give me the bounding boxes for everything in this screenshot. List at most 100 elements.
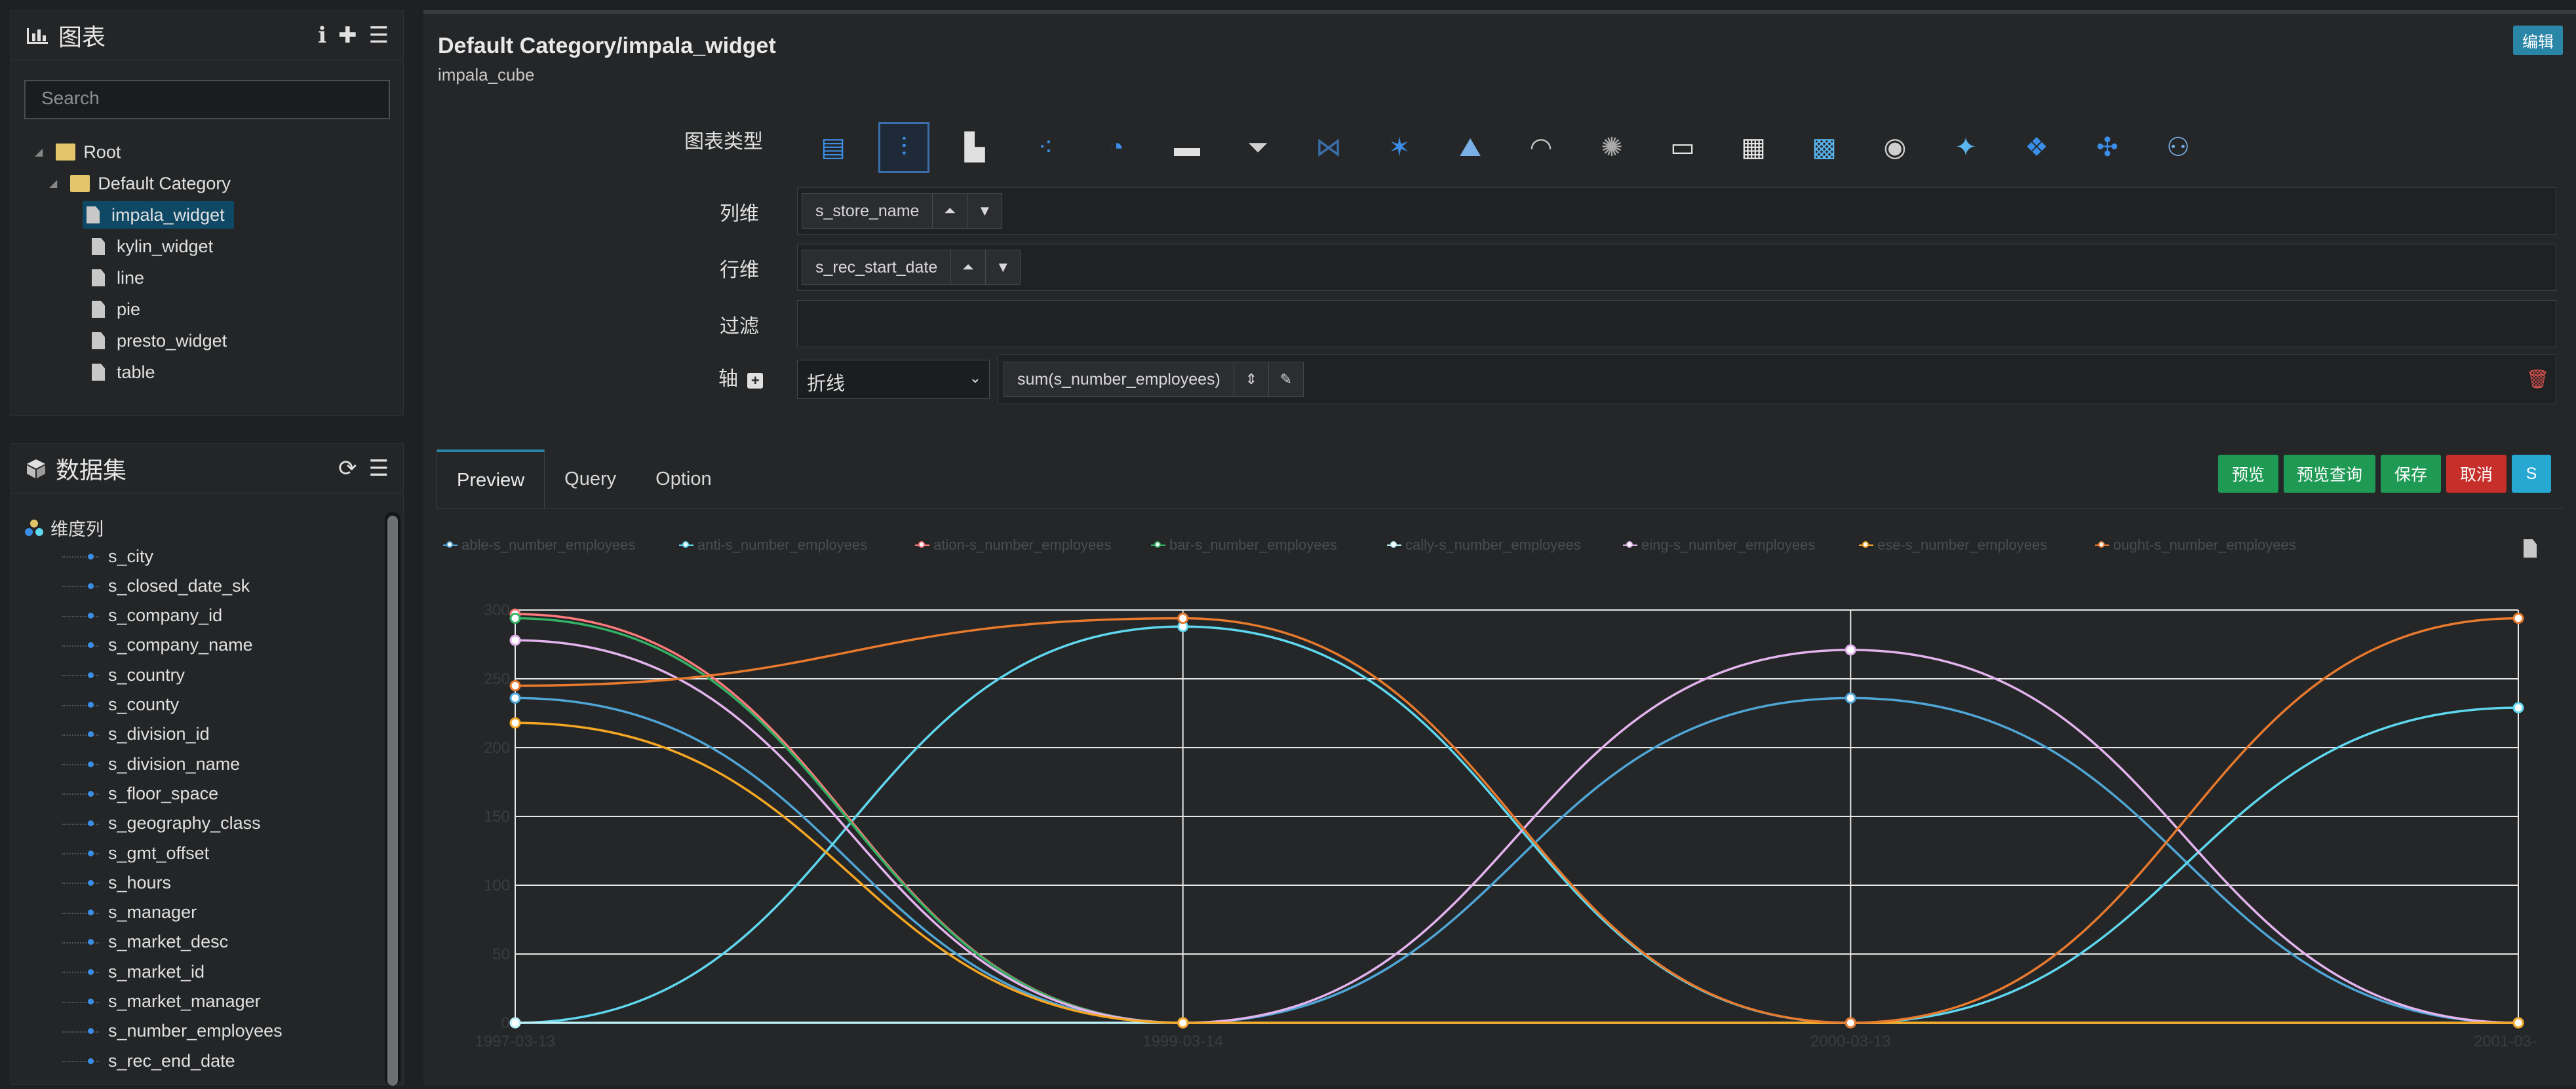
tree-item-impala-widget[interactable]: impala_widget <box>83 201 234 229</box>
dataset-column-item[interactable]: s_manager <box>88 900 197 926</box>
chart-type-relation-icon[interactable]: ⚇ <box>2166 133 2190 162</box>
row-dimension-box[interactable]: s_rec_start_date ⏶ ▼ <box>797 244 2556 291</box>
chart-type-treemap-icon[interactable]: ▩ <box>1812 133 1837 162</box>
add-axis-icon[interactable]: + <box>747 373 764 389</box>
dataset-column-item[interactable]: s_division_id <box>88 721 210 748</box>
dataset-column-item[interactable]: s_number_employees <box>88 1018 283 1044</box>
dimension-group[interactable]: 维度列 <box>24 514 104 541</box>
legend-item[interactable]: ought-s_number_employees <box>2095 537 2296 554</box>
dataset-column-item[interactable]: s_rec_end_date <box>88 1048 235 1074</box>
chart-search-input[interactable]: Search <box>24 80 390 119</box>
data-point <box>2512 1017 2524 1029</box>
axis-measure-pill[interactable]: sum(s_number_employees) ⇕ ✎ <box>1004 362 1304 397</box>
dataset-column-item[interactable]: s_division_name <box>88 751 240 777</box>
chart-type-pie-icon[interactable]: ◔ <box>1108 132 1125 162</box>
document-icon[interactable] <box>2524 539 2537 558</box>
chart-type-heatmap-icon[interactable]: ▭ <box>1670 133 1695 162</box>
chart-type-sankey-icon[interactable]: ⋈ <box>1316 133 1342 162</box>
filter-icon[interactable]: ▼ <box>985 250 1020 284</box>
x-tick-label: 1999-03-14 <box>1142 1033 1223 1050</box>
cancel-button[interactable]: 取消 <box>2446 455 2507 493</box>
chart-type-calendar-icon[interactable]: ▦ <box>1741 133 1766 162</box>
edit-button[interactable]: 编辑 <box>2513 26 2563 55</box>
column-dot-icon <box>88 939 94 946</box>
save-button[interactable]: 保存 <box>2381 455 2441 493</box>
preview-query-button[interactable]: 预览查询 <box>2284 455 2375 493</box>
y-tick-label: 50 <box>492 946 510 963</box>
legend-item[interactable]: cally-s_number_employees <box>1387 537 1581 554</box>
sort-icon[interactable]: ⏶ <box>932 194 967 228</box>
dataset-scrollbar-thumb[interactable] <box>387 516 398 1086</box>
filter-box[interactable] <box>797 300 2556 347</box>
chart-type-worldmap-icon[interactable]: ◉ <box>1883 133 1907 162</box>
chart-type-line-icon[interactable]: ⫶ <box>878 122 929 173</box>
dataset-column-item[interactable]: s_city <box>88 543 153 569</box>
tree-item-kylin-widget[interactable]: kylin_widget <box>92 233 213 260</box>
column-dimension-pill[interactable]: s_store_name ⏶ ▼ <box>802 193 1003 229</box>
tree-item-pie[interactable]: pie <box>92 296 140 323</box>
legend-item[interactable]: ation-s_number_employees <box>915 537 1112 554</box>
legend-item[interactable]: ese-s_number_employees <box>1859 537 2047 554</box>
dimension-tree-icon <box>25 520 43 536</box>
filter-icon[interactable]: ▼ <box>967 194 1002 228</box>
tree-item-presto-widget[interactable]: presto_widget <box>92 327 227 354</box>
tab-option[interactable]: Option <box>655 468 712 489</box>
dataset-column-item[interactable]: s_market_id <box>88 959 205 985</box>
chart-type-bar-icon[interactable]: ▙ <box>964 133 985 162</box>
dataset-column-item[interactable]: s_hours <box>88 869 171 896</box>
sort-icon[interactable]: ⏶ <box>950 250 985 284</box>
dataset-column-item[interactable]: s_closed_date_sk <box>88 573 250 599</box>
dataset-column-item[interactable]: s_company_name <box>88 632 253 659</box>
chart-type-scatter-icon[interactable]: ⁖ <box>1038 133 1053 162</box>
axis-type-select[interactable]: 折线 ⌄ <box>797 360 990 399</box>
chart-type-map-icon[interactable]: ⛰ <box>1459 132 1481 162</box>
legend-item[interactable]: eing-s_number_employees <box>1623 537 1815 554</box>
column-dot-icon <box>88 879 94 886</box>
tree-root[interactable]: ◢ Root <box>35 142 121 162</box>
plus-icon[interactable]: ✚ <box>338 22 357 48</box>
page-title: Default Category/impala_widget <box>438 33 776 58</box>
line-chart: 0 50 100 150 200 250 300 1997-03-13 1999-03-14 20… <box>475 602 2537 1050</box>
info-icon[interactable]: i <box>318 22 327 48</box>
tree-item-line[interactable]: line <box>92 264 144 292</box>
axis-measure-box[interactable]: sum(s_number_employees) ⇕ ✎ 🗑 <box>998 354 2556 404</box>
dataset-column-item[interactable]: s_market_manager <box>88 989 261 1015</box>
folder-open-icon <box>56 143 76 161</box>
menu-icon[interactable]: ☰ <box>368 455 389 481</box>
legend-item[interactable]: anti-s_number_employees <box>679 537 867 554</box>
preview-button[interactable]: 预览 <box>2218 455 2278 493</box>
chart-legend: able-s_number_employees anti-s_number_emp… <box>443 525 2554 564</box>
chart-type-areamap-icon[interactable]: ✦ <box>1955 133 1977 162</box>
dataset-column-item[interactable]: s_floor_space <box>88 780 218 807</box>
dataset-column-item[interactable]: s_country <box>88 662 185 688</box>
column-dimension-box[interactable]: s_store_name ⏶ ▼ <box>797 187 2556 235</box>
legend-item[interactable]: bar-s_number_employees <box>1151 537 1337 554</box>
chart-type-radar-icon[interactable]: ✶ <box>1388 133 1411 162</box>
sort-both-icon[interactable]: ⇕ <box>1233 362 1268 396</box>
dataset-column-item[interactable]: s_market_desc <box>88 929 228 955</box>
dataset-column-item[interactable]: s_company_id <box>88 603 222 629</box>
chart-type-wordcloud-icon[interactable]: ✺ <box>1601 133 1623 162</box>
s-button[interactable]: S <box>2512 455 2551 493</box>
chart-type-kpi-icon[interactable]: ▬ <box>1174 132 1200 162</box>
refresh-icon[interactable]: ⟳ <box>338 455 357 481</box>
chart-type-scattermap-icon[interactable]: ✣ <box>2096 133 2118 162</box>
edit-icon[interactable]: ✎ <box>1268 362 1303 396</box>
dataset-column-item[interactable]: s_gmt_offset <box>88 840 209 866</box>
chart-type-table-icon[interactable]: ▤ <box>821 133 846 162</box>
collapse-caret-icon[interactable]: ◢ <box>35 147 43 158</box>
dataset-column-item[interactable]: s_geography_class <box>88 811 261 837</box>
tab-preview[interactable]: Preview <box>437 449 545 508</box>
chart-type-chinamap-icon[interactable]: ❖ <box>2025 133 2048 162</box>
menu-icon[interactable]: ☰ <box>368 22 389 48</box>
tree-folder-default-category[interactable]: ◢ Default Category <box>49 173 231 193</box>
tree-item-table[interactable]: table <box>92 358 155 386</box>
trash-icon[interactable]: 🗑 <box>2526 369 2549 389</box>
dataset-column-item[interactable]: s_county <box>88 692 179 718</box>
collapse-caret-icon[interactable]: ◢ <box>49 178 58 189</box>
legend-item[interactable]: able-s_number_employees <box>443 537 635 554</box>
tab-query[interactable]: Query <box>564 468 617 489</box>
chart-type-funnel-icon[interactable]: ⏷ <box>1247 132 1268 162</box>
chart-type-gauge-icon[interactable]: ◠ <box>1529 133 1553 162</box>
row-dimension-pill[interactable]: s_rec_start_date ⏶ ▼ <box>802 250 1021 285</box>
